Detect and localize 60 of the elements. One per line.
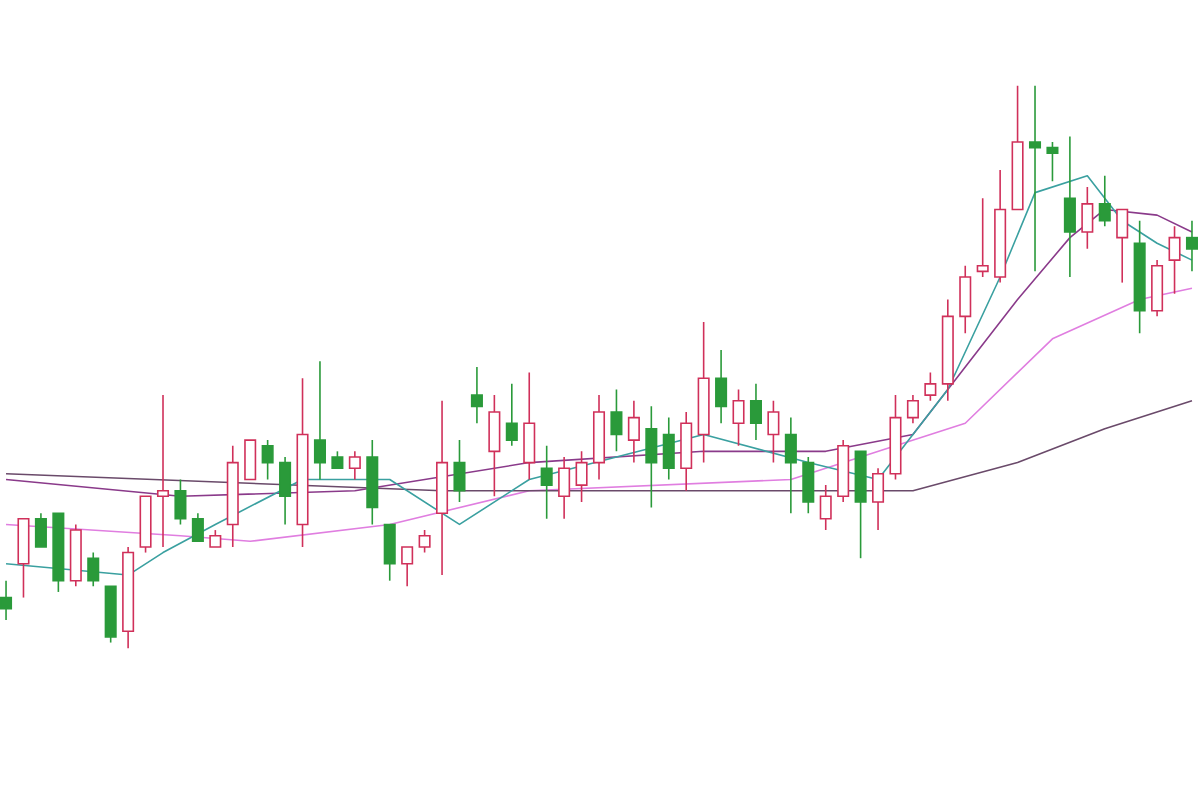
candlestick [749,383,762,441]
candlestick [366,439,379,526]
candlestick [592,394,606,481]
candlestick [715,349,728,425]
candlestick [627,400,640,464]
candlestick [1081,186,1094,250]
candlestick [645,405,658,509]
candlestick [662,416,675,481]
candlestick [1063,135,1076,278]
candlestick [226,445,239,548]
candlestick [802,456,815,515]
candlestick [0,579,13,621]
candlestick [261,439,274,481]
candlestick [906,394,919,425]
candlestick [540,445,553,520]
candlestick [296,377,309,548]
candlestick [976,197,989,278]
candlestick [17,518,30,599]
candlestick [1151,259,1164,318]
candlestick [575,450,588,503]
candlestick [959,265,972,335]
candlestick [680,411,693,492]
candlestick [889,394,902,481]
candlestick [1133,220,1146,335]
candlestick [1011,85,1024,211]
candlestick [505,383,518,447]
candlestick [348,450,361,481]
candlestick [436,400,449,576]
candlestick [279,456,292,526]
candlestick [558,456,571,520]
candlestick [697,321,710,464]
candlestick [313,360,326,481]
candlestick [1098,175,1111,228]
candlestick [1116,208,1129,284]
candlestick [34,512,47,548]
candlestick [941,298,954,402]
candlestick [994,169,1007,284]
candlestick [837,439,850,503]
candlestick [523,371,536,481]
candlestick [401,546,414,588]
candlestick [470,366,483,425]
candlestick [1185,220,1198,273]
candlestick [453,439,466,503]
candlestick [784,416,797,515]
candlestick [1046,141,1059,183]
candlestick [69,523,82,588]
candlestick [191,512,204,543]
candlestick [122,546,135,650]
candlestick [732,388,745,447]
candlestick [156,394,170,548]
candlestick [819,484,832,531]
candlestick [767,400,780,464]
candlestick [488,394,501,498]
candlestick [610,388,623,453]
candlestick [854,450,867,560]
candlestick [87,551,100,588]
candlestick [383,523,396,582]
candlestick [1168,225,1181,295]
candlestick [872,467,885,531]
candlestick [1028,85,1042,273]
